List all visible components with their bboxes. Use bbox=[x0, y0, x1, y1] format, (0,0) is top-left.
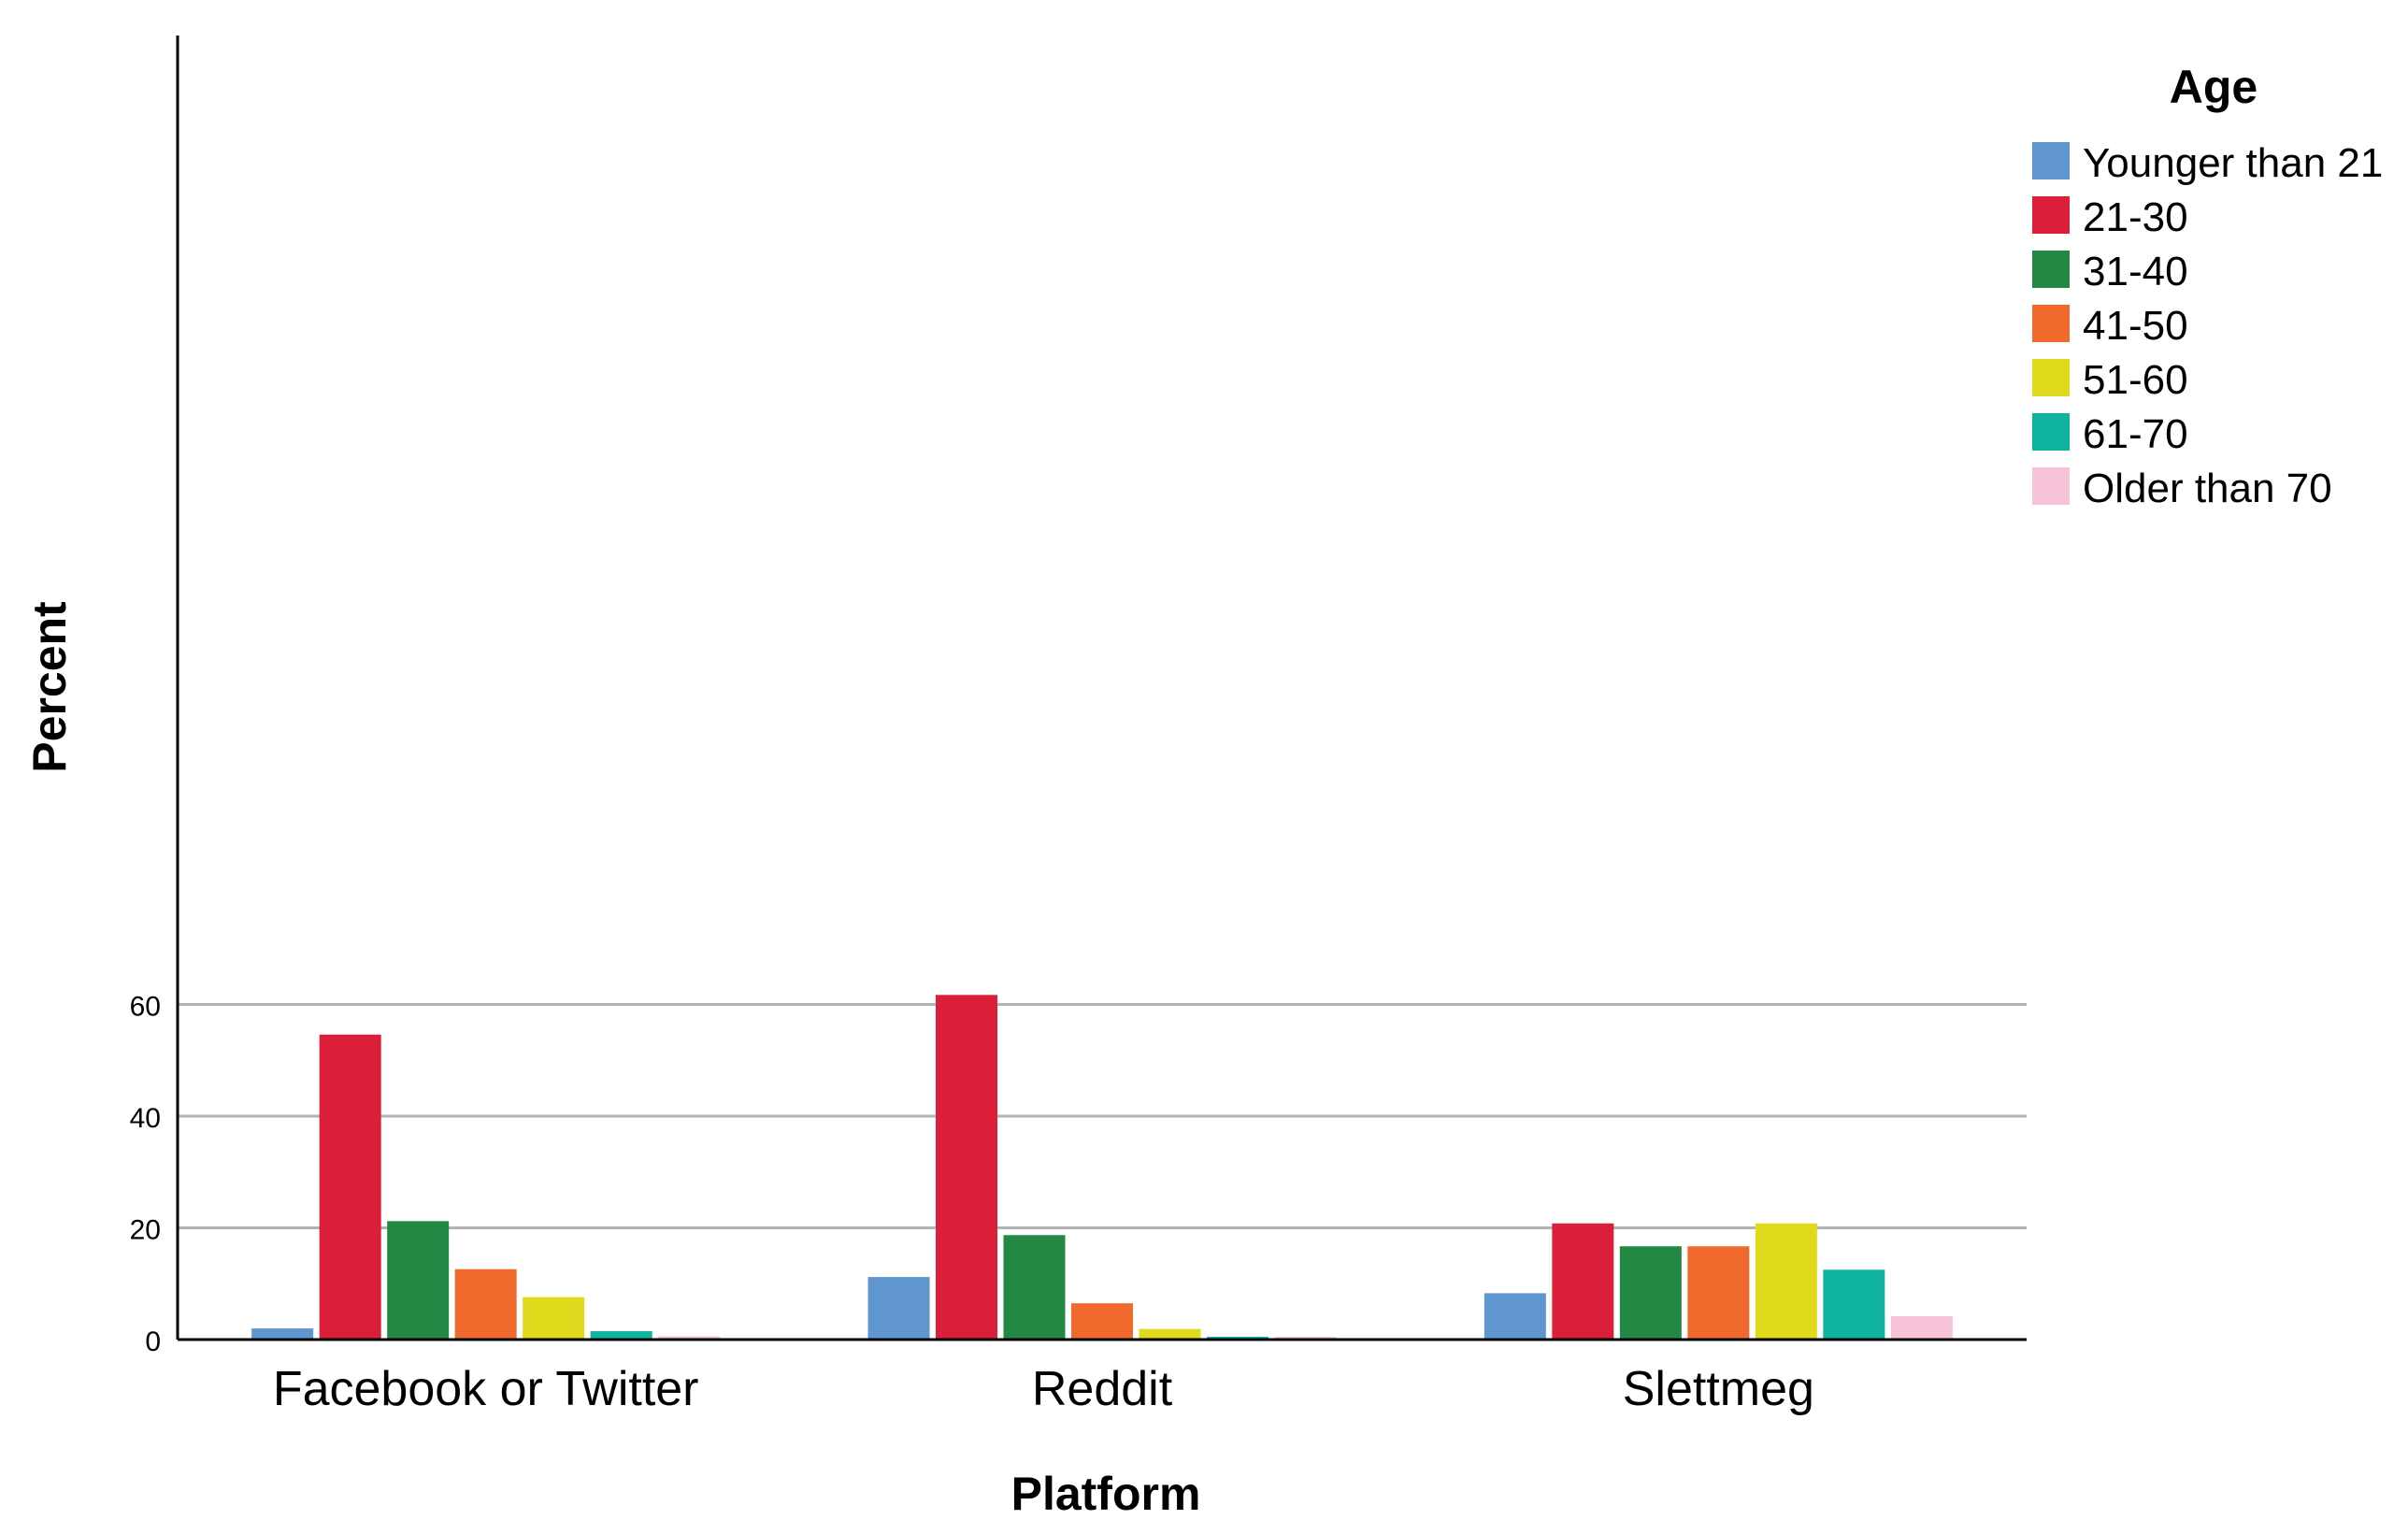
legend-swatch bbox=[2032, 467, 2070, 505]
legend-label: Younger than 21 bbox=[2083, 140, 2383, 186]
bar bbox=[936, 995, 997, 1340]
legend-label: Older than 70 bbox=[2083, 466, 2332, 511]
bar bbox=[251, 1328, 314, 1340]
bar bbox=[454, 1269, 517, 1340]
y-tick-label: 20 bbox=[130, 1215, 161, 1246]
bar bbox=[387, 1221, 450, 1340]
x-category-labels: Facebook or Twitter Reddit Slettmeg bbox=[273, 1362, 1814, 1416]
legend-label: 61-70 bbox=[2083, 411, 2188, 457]
x-category-label: Reddit bbox=[1032, 1362, 1173, 1416]
bar bbox=[658, 1336, 721, 1340]
legend-swatch bbox=[2032, 251, 2070, 288]
bar bbox=[1890, 1315, 1953, 1340]
legend-label: 41-50 bbox=[2083, 303, 2188, 349]
legend-label: 21-30 bbox=[2083, 194, 2188, 240]
y-tick-label: 0 bbox=[145, 1326, 161, 1357]
legend-swatch bbox=[2032, 359, 2070, 396]
bar bbox=[1484, 1293, 1546, 1340]
y-tick-labels: 0 20 40 60 bbox=[130, 992, 161, 1358]
bar bbox=[523, 1297, 585, 1340]
axes bbox=[176, 36, 2027, 1341]
x-category-label: Slettmeg bbox=[1623, 1362, 1814, 1416]
legend-label: 31-40 bbox=[2083, 249, 2188, 294]
bar bbox=[1139, 1328, 1201, 1340]
gridlines bbox=[178, 1003, 2027, 1229]
x-category-label: Facebook or Twitter bbox=[273, 1362, 699, 1416]
legend-swatch bbox=[2032, 196, 2070, 234]
legend-swatch bbox=[2032, 142, 2070, 179]
bar bbox=[319, 1034, 381, 1340]
bar bbox=[590, 1331, 652, 1340]
legend-swatch bbox=[2032, 413, 2070, 451]
bar bbox=[1071, 1303, 1133, 1340]
bar bbox=[1823, 1269, 1885, 1340]
legend-title: Age bbox=[2170, 61, 2258, 113]
bar bbox=[1003, 1235, 1066, 1340]
bar bbox=[1619, 1246, 1682, 1340]
legend: Age Younger than 21 21-30 31-40 41-50 51-60 6… bbox=[2032, 61, 2383, 511]
legend-label: 51-60 bbox=[2083, 357, 2188, 403]
legend-swatch bbox=[2032, 305, 2070, 342]
bar bbox=[867, 1277, 930, 1340]
bar bbox=[1552, 1223, 1614, 1340]
bars bbox=[251, 995, 1953, 1340]
y-axis-title: Percent bbox=[23, 601, 76, 773]
bar bbox=[1687, 1246, 1750, 1340]
bar bbox=[1755, 1223, 1817, 1340]
x-axis-title: Platform bbox=[1011, 1468, 1201, 1520]
y-tick-label: 60 bbox=[130, 992, 161, 1023]
y-tick-label: 40 bbox=[130, 1103, 161, 1134]
